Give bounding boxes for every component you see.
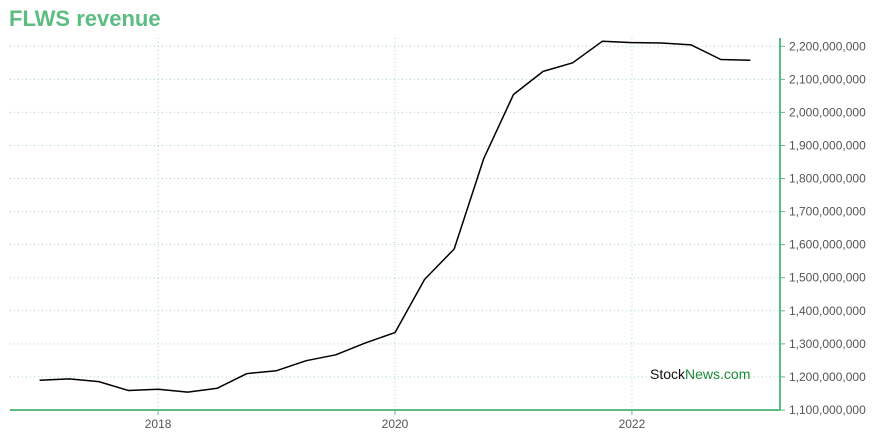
x-tick-label: 2018 xyxy=(145,417,172,431)
watermark-stock: Stock xyxy=(650,366,686,382)
vertical-gridlines xyxy=(157,38,633,410)
y-tick-label: 2,200,000,000 xyxy=(789,39,866,53)
y-tick-label: 1,900,000,000 xyxy=(789,138,866,152)
y-tick-label: 2,000,000,000 xyxy=(789,105,866,119)
y-tick-labels: 1,100,000,000 1,200,000,000 1,300,000,000 1… xyxy=(789,39,866,417)
x-tick-label: 2020 xyxy=(382,417,409,431)
x-tick-label: 2022 xyxy=(619,417,646,431)
y-tick-label: 1,700,000,000 xyxy=(789,205,866,219)
axes xyxy=(10,38,785,415)
series-group xyxy=(39,40,751,393)
x-tick-labels: 2018 2020 2022 xyxy=(145,417,646,431)
y-tick-label: 1,300,000,000 xyxy=(789,337,866,351)
y-tick-label: 2,100,000,000 xyxy=(789,72,866,86)
y-tick-label: 1,200,000,000 xyxy=(789,370,866,384)
horizontal-gridlines xyxy=(10,45,780,411)
chart-title: FLWS revenue xyxy=(9,6,161,31)
y-tick-label: 1,800,000,000 xyxy=(789,172,866,186)
watermark-news: News xyxy=(685,366,720,382)
y-tick-label: 1,500,000,000 xyxy=(789,271,866,285)
stocknews-watermark: StockNews.com xyxy=(650,366,750,382)
y-tick-label: 1,600,000,000 xyxy=(789,238,866,252)
revenue-series-line xyxy=(39,40,751,393)
y-tick-label: 1,400,000,000 xyxy=(789,304,866,318)
watermark-com: .com xyxy=(720,366,750,382)
y-tick-label: 1,100,000,000 xyxy=(789,403,866,417)
